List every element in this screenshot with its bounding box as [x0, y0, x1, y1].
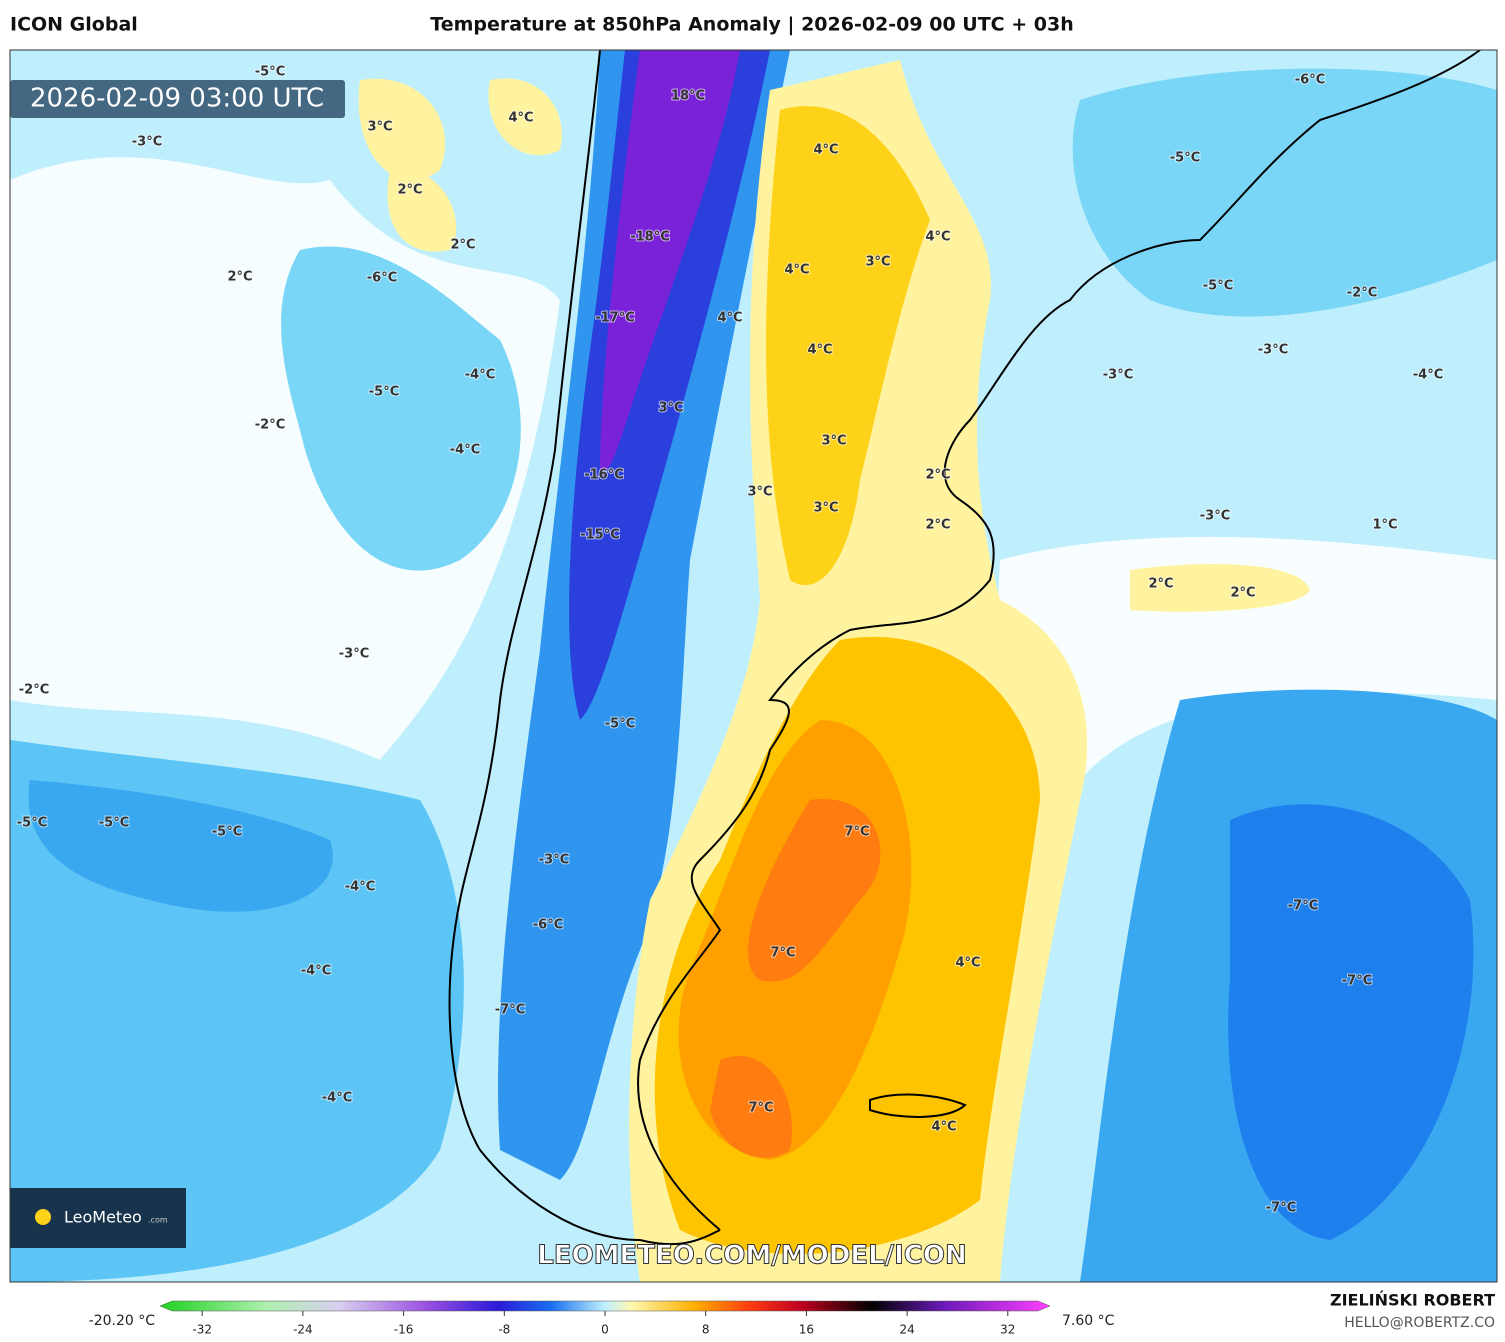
contour-label: -7°C [1342, 974, 1372, 989]
contour-label: 2°C [227, 270, 252, 285]
timestamp: 2026-02-09 03:00 UTC [30, 84, 324, 114]
contour-label: -3°C [132, 135, 162, 150]
contour-label: 3°C [821, 434, 846, 449]
contour-label: 2°C [397, 183, 422, 198]
contour-label: 4°C [784, 263, 809, 278]
email: HELLO@ROBERTZ.CO [1344, 1315, 1495, 1331]
contour-label: -5°C [605, 717, 635, 732]
contour-label: -6°C [533, 918, 563, 933]
author: ZIELIŃSKI ROBERT [1330, 1291, 1495, 1310]
map: -5°C 3°C 4°C 18°C -3°C 4°C -6°C -5°C 2°C -18°C 4°C… [10, 50, 1497, 1282]
colorbar-tick-label: 8 [702, 1323, 710, 1337]
contour-label: -2°C [1347, 286, 1377, 301]
contour-label: -5°C [17, 816, 47, 831]
contour-label: -6°C [1295, 73, 1325, 88]
watermark: LEOMETEO.COM/MODEL/ICON [537, 1241, 967, 1271]
contour-label: 4°C [931, 1120, 956, 1135]
contour-label: -3°C [1200, 509, 1230, 524]
contour-label: 18°C [671, 89, 705, 104]
contour-label: -3°C [1103, 368, 1133, 383]
contour-label: 7°C [748, 1101, 773, 1116]
contour-label: -3°C [539, 853, 569, 868]
contour-label: -3°C [339, 647, 369, 662]
contour-label: -4°C [450, 443, 480, 458]
contour-label: 4°C [807, 343, 832, 358]
contour-label: 3°C [813, 501, 838, 516]
contour-label: -4°C [345, 880, 375, 895]
colorbar-max: 7.60 °C [1062, 1313, 1115, 1329]
contour-label: 4°C [925, 230, 950, 245]
contour-label: -2°C [19, 683, 49, 698]
colorbar-tick-label: -16 [394, 1323, 414, 1337]
contour-label: -18°C [630, 230, 670, 245]
contour-label: 1°C [1372, 518, 1397, 533]
colorbar-tick-label: -8 [498, 1323, 510, 1337]
colorbar-min: -20.20 °C [89, 1313, 156, 1329]
contour-label: 2°C [925, 468, 950, 483]
contour-label: -4°C [1413, 368, 1443, 383]
contour-label: -4°C [465, 368, 495, 383]
contour-label: 7°C [844, 825, 869, 840]
contour-label: -5°C [99, 816, 129, 831]
contour-label: -3°C [1258, 343, 1288, 358]
contour-label: -5°C [212, 825, 242, 840]
contour-label: -5°C [255, 65, 285, 80]
colorbar-tick-label: -32 [192, 1323, 212, 1337]
contour-label: 4°C [955, 956, 980, 971]
contour-label: 3°C [367, 120, 392, 135]
contour-label: -5°C [369, 385, 399, 400]
colorbar-tick-label: 24 [899, 1323, 914, 1337]
contour-label: 4°C [508, 111, 533, 126]
contour-label: 7°C [770, 946, 795, 961]
contour-label: 3°C [747, 485, 772, 500]
contour-label: -17°C [595, 311, 635, 326]
contour-label: -7°C [1266, 1201, 1296, 1216]
contour-label: 2°C [925, 518, 950, 533]
contour-label: -6°C [367, 271, 397, 286]
map-title: Temperature at 850hPa Anomaly | 2026-02-… [430, 14, 1073, 36]
contour-label: 3°C [865, 255, 890, 270]
contour-label: 2°C [1148, 577, 1173, 592]
contour-label: -4°C [301, 964, 331, 979]
contour-label: 4°C [717, 311, 742, 326]
contour-label: -4°C [322, 1091, 352, 1106]
contour-label: -5°C [1203, 279, 1233, 294]
colorbar-tick-label: 32 [1000, 1323, 1015, 1337]
logo-suffix: .com [148, 1216, 168, 1225]
contour-label: 4°C [813, 143, 838, 158]
contour-label: -2°C [255, 418, 285, 433]
colorbar-tick-label: 0 [601, 1323, 609, 1337]
model-name: ICON Global [10, 14, 138, 36]
contour-label: -16°C [584, 468, 624, 483]
contour-label: -7°C [1288, 899, 1318, 914]
contour-label: -7°C [495, 1003, 525, 1018]
contour-label: -15°C [580, 528, 620, 543]
contour-label: 2°C [450, 238, 475, 253]
contour-label: -5°C [1170, 151, 1200, 166]
colorbar-tick-label: -24 [293, 1323, 313, 1337]
logo-name: LeoMeteo [64, 1208, 142, 1227]
colorbar-tick-label: 16 [799, 1323, 814, 1337]
contour-label: 3°C [658, 401, 683, 416]
contour-label: 2°C [1230, 586, 1255, 601]
